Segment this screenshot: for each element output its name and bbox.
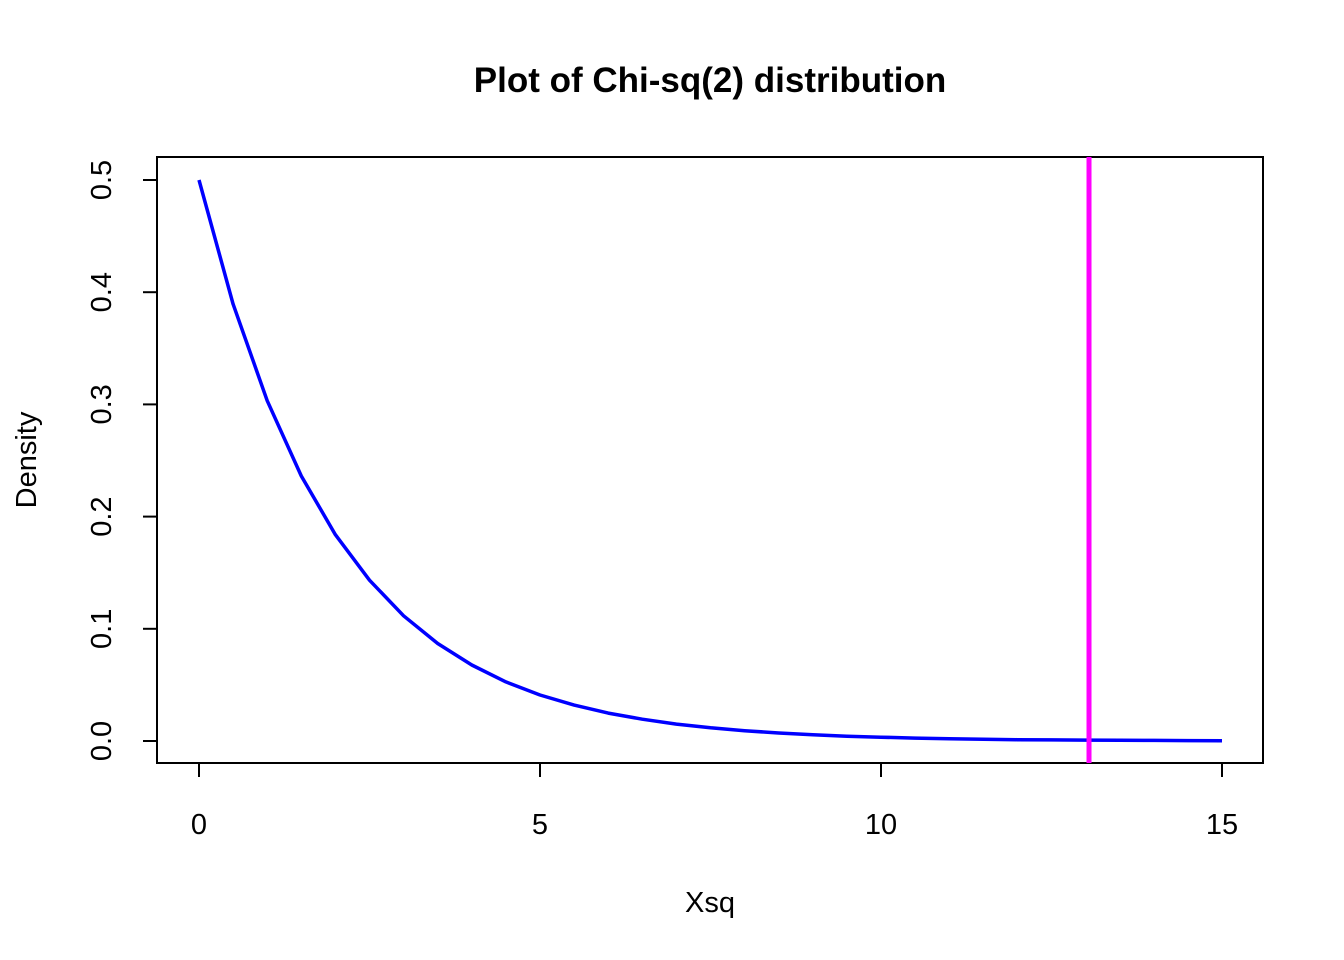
y-tick-label: 0.1 [86, 609, 118, 649]
x-tick-label: 10 [865, 809, 897, 841]
density-curve [197, 179, 1223, 743]
y-tick-label: 0.3 [86, 384, 118, 424]
series-layer [197, 179, 1223, 743]
y-tick-label: 0.2 [86, 496, 118, 536]
x-tick-label: 15 [1206, 809, 1238, 841]
x-axis-label: Xsq [685, 887, 735, 919]
chart-title: Plot of Chi-sq(2) distribution [474, 61, 946, 100]
x-axis: 0 5 10 15 [191, 762, 1238, 841]
y-axis-label: Density [11, 411, 43, 508]
x-tick-label: 5 [532, 809, 548, 841]
plot-frame [156, 156, 1264, 764]
x-tick-label: 0 [191, 809, 207, 841]
y-tick-label: 0.0 [86, 721, 118, 761]
y-tick-label: 0.4 [86, 272, 118, 312]
y-axis: 0.0 0.1 0.2 0.3 0.4 0.5 [86, 160, 158, 761]
y-tick-label: 0.5 [86, 160, 118, 200]
